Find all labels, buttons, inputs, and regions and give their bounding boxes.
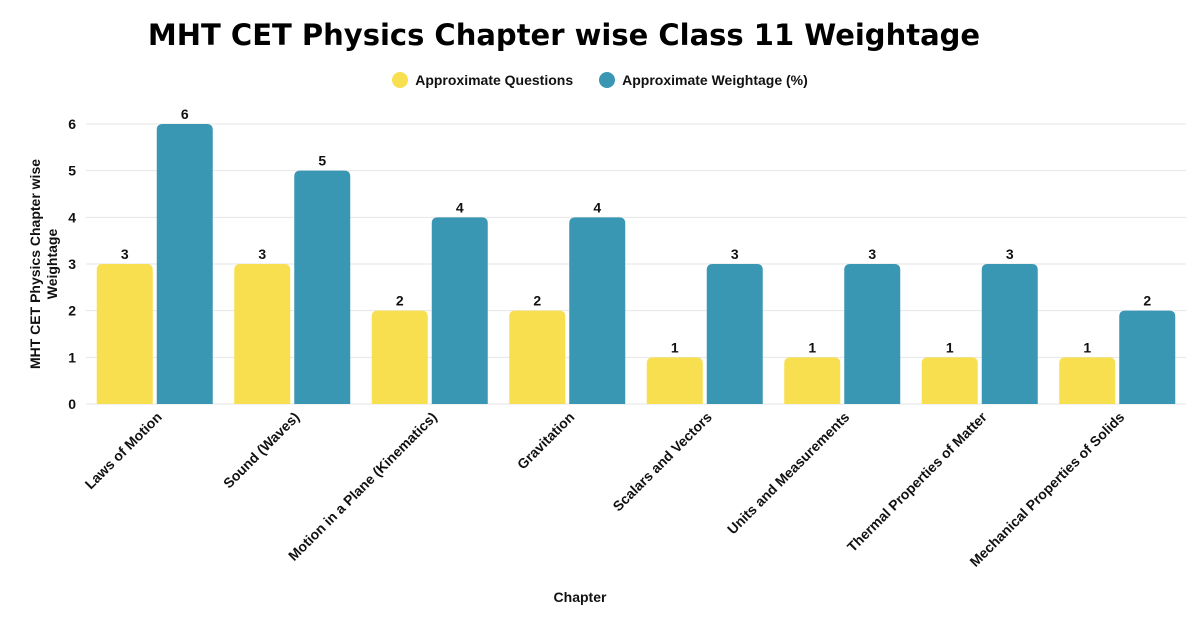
data-label: 4 [593, 199, 601, 215]
legend-label-weightage: Approximate Weightage (%) [622, 72, 808, 88]
legend-swatch-questions [392, 72, 409, 88]
chart-title: MHT CET Physics Chapter wise Class 11 We… [147, 18, 981, 52]
y-tick-label: 3 [68, 256, 76, 272]
data-label: 3 [731, 246, 739, 262]
bar-weightage [156, 124, 213, 404]
x-tick-label: Scalars and Vectors [609, 409, 715, 515]
bar-weightage [431, 217, 488, 404]
bar-questions [1059, 357, 1116, 404]
legend-item-weightage: Approximate Weightage (%) [599, 72, 808, 88]
x-axis-label: Chapter [553, 589, 607, 605]
legend-swatch-weightage [599, 72, 616, 88]
bar-questions [921, 357, 978, 404]
legend-label-questions: Approximate Questions [415, 72, 574, 88]
bar-weightage [569, 217, 626, 404]
bar-questions [646, 357, 703, 404]
bar-questions [371, 310, 428, 404]
bar-weightage [981, 264, 1038, 404]
data-label: 1 [808, 339, 816, 355]
x-tick-label: Thermal Properties of Matter [844, 408, 990, 554]
data-label: 5 [318, 153, 326, 169]
bar-questions [96, 264, 153, 404]
data-label: 1 [946, 339, 954, 355]
data-label: 1 [671, 339, 679, 355]
x-tick-label: Units and Measurements [724, 409, 853, 538]
legend: Approximate Questions Approximate Weight… [0, 72, 1200, 88]
bar-weightage [294, 170, 351, 404]
y-tick-label: 4 [68, 209, 76, 225]
data-label: 1 [1083, 339, 1091, 355]
data-label: 4 [456, 199, 464, 215]
bar-weightage [706, 264, 763, 404]
data-label: 3 [121, 246, 129, 262]
y-tick-label: 5 [68, 163, 76, 179]
data-label: 2 [396, 293, 404, 309]
data-label: 3 [258, 246, 266, 262]
y-tick-label: 6 [68, 116, 76, 132]
bar-weightage [1119, 310, 1176, 404]
y-tick-label: 2 [68, 303, 76, 319]
data-label: 2 [533, 293, 541, 309]
data-label: 3 [1006, 246, 1014, 262]
x-tick-label: Sound (Waves) [220, 409, 302, 491]
x-tick-label: Laws of Motion [82, 409, 165, 492]
bar-questions [784, 357, 841, 404]
x-tick-label: Gravitation [514, 409, 578, 473]
data-label: 3 [868, 246, 876, 262]
data-label: 2 [1143, 293, 1151, 309]
legend-item-questions: Approximate Questions [392, 72, 573, 88]
bar-questions [234, 264, 291, 404]
y-tick-label: 1 [68, 349, 76, 365]
data-label: 6 [181, 106, 189, 122]
x-tick-label: Motion in a Plane (Kinematics) [285, 409, 440, 564]
bar-questions [509, 310, 566, 404]
y-tick-label: 0 [68, 396, 76, 412]
bar-weightage [844, 264, 901, 404]
x-tick-label: Mechanical Properties of Solids [966, 409, 1127, 570]
